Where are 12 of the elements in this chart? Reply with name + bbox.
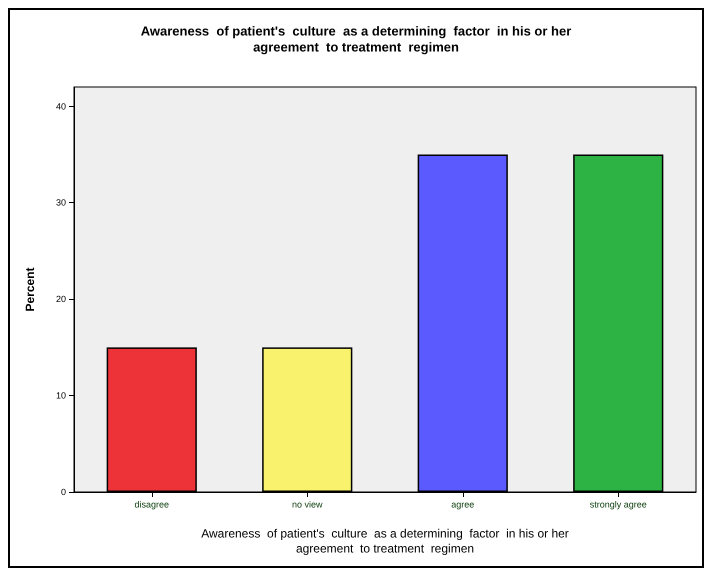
x-tick-label: agree [451, 500, 474, 510]
y-axis-title: Percent [23, 267, 37, 312]
chart-title: Awareness of patient's culture as a determining factor in his or her agreement to treatment regimen [140, 24, 572, 54]
y-tick-label: 0 [60, 487, 66, 497]
x-tick-label: no view [292, 500, 324, 510]
y-tick-label: 30 [56, 198, 66, 208]
y-tick-label: 10 [56, 390, 66, 401]
y-tick-label: 40 [56, 101, 66, 112]
x-tick-label: strongly agree [590, 500, 647, 510]
y-tick-label: 20 [56, 294, 66, 304]
x-axis-title: Awareness of patient's culture as a determining factor in his or her agreement to treatment regimen [201, 526, 569, 556]
x-tick-label: disagree [134, 500, 170, 510]
